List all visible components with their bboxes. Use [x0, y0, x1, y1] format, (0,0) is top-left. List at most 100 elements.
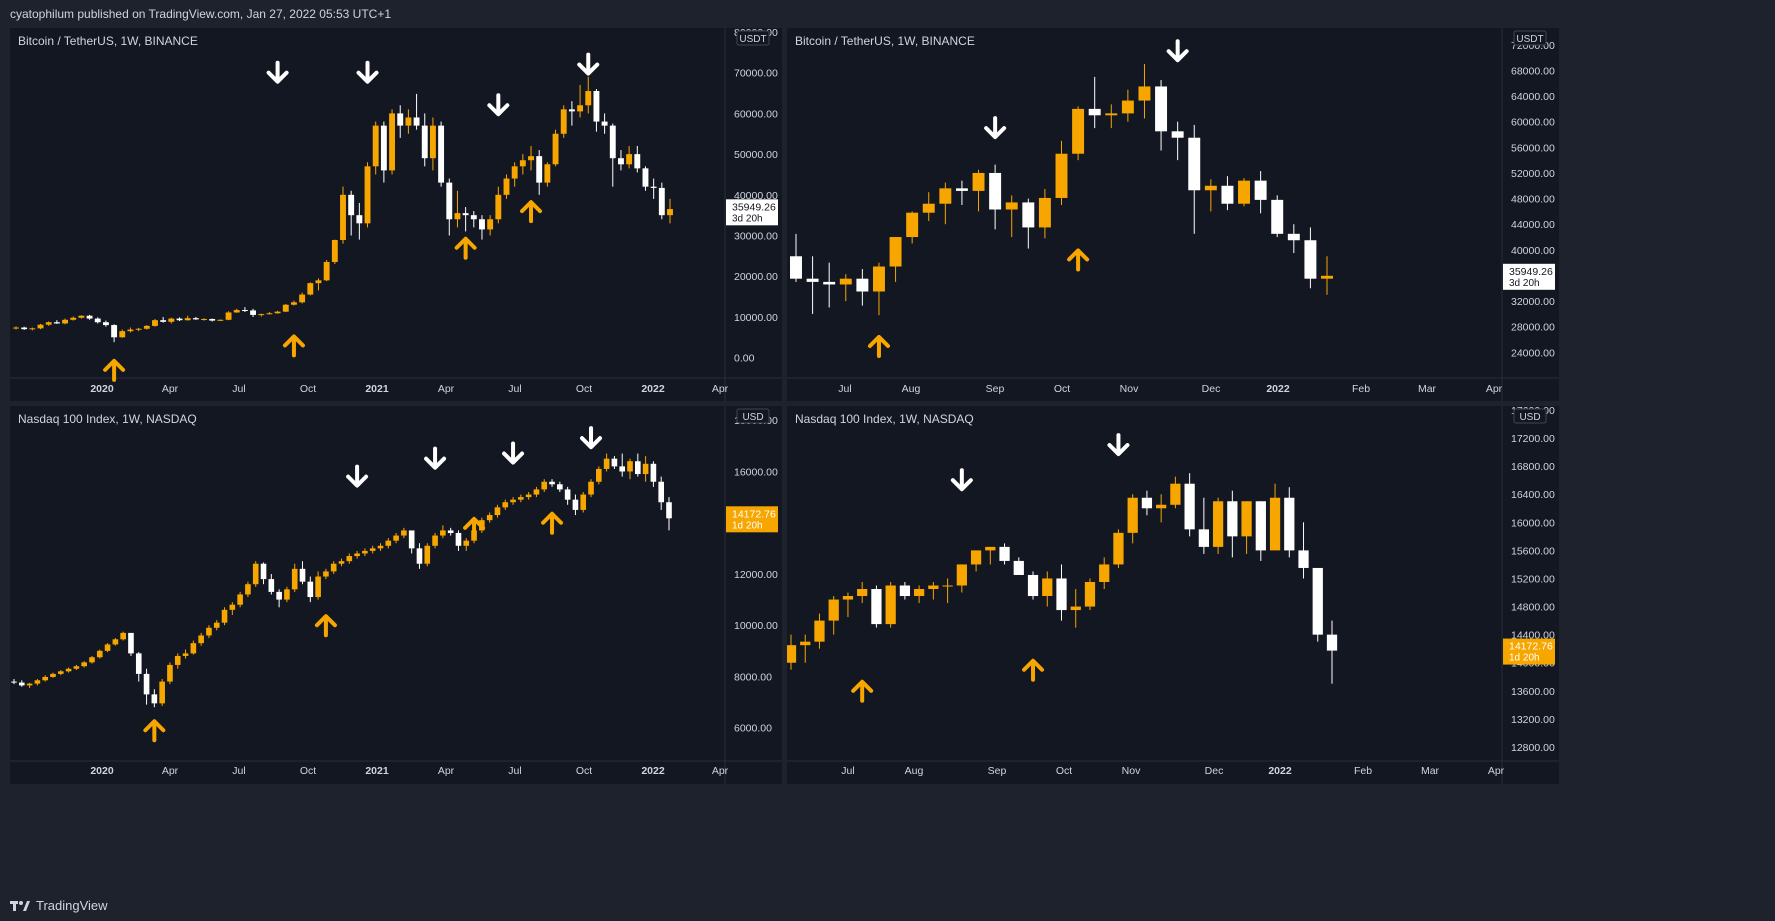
candle-body	[377, 545, 384, 549]
candle-body	[94, 318, 101, 323]
tradingview-footer[interactable]: TradingView	[0, 891, 1775, 921]
y-tick-label: 50000.00	[734, 149, 778, 161]
candle-body	[856, 278, 869, 292]
arrow-down-icon	[984, 116, 1007, 140]
x-tick-label: Jul	[508, 383, 521, 395]
candle-body	[1005, 202, 1018, 210]
candle-body	[1038, 197, 1051, 228]
chart-panel-ndx-weekly[interactable]: 18000.0016000.0014000.0012000.0010000.00…	[10, 406, 782, 784]
y-tick-label: 14800.00	[1511, 602, 1555, 614]
candle-body	[889, 237, 902, 267]
arrow-head	[867, 334, 890, 348]
y-tick-label: 32000.00	[1511, 296, 1555, 308]
chart-canvas[interactable]: 72000.0068000.0064000.0060000.0056000.00…	[787, 28, 1559, 401]
candle-body	[331, 240, 338, 262]
candle-body	[151, 694, 158, 704]
candle-body	[21, 327, 28, 330]
last-price-label: 14172.76	[1509, 641, 1553, 653]
candle-body	[666, 502, 672, 519]
candle-body	[1255, 501, 1266, 551]
currency-badge	[1513, 30, 1547, 46]
candle-body	[787, 645, 797, 663]
arrow-head	[1107, 443, 1130, 457]
candle-body	[455, 532, 462, 546]
candle-body	[519, 160, 526, 167]
candle-body	[914, 589, 925, 597]
x-tick-label: Jul	[841, 765, 854, 777]
arrow-head	[577, 62, 600, 76]
chart-title: Bitcoin / TetherUS, 1W, BINANCE	[18, 34, 198, 48]
x-tick-label: Apr	[438, 765, 455, 777]
arrow-head	[454, 236, 477, 250]
y-tick-label: 8000.00	[734, 671, 772, 683]
candle-body	[667, 209, 673, 216]
currency-badge	[1513, 408, 1547, 424]
candle-body	[511, 166, 518, 179]
arrow-down-icon	[424, 446, 447, 470]
arrow-head	[463, 516, 486, 530]
candle-body	[416, 548, 423, 564]
candle-body	[814, 620, 825, 642]
candle-body	[658, 481, 665, 503]
candle-body	[544, 164, 551, 183]
candle-body	[1138, 86, 1151, 101]
candle-body	[627, 461, 633, 472]
candle-body	[658, 187, 665, 216]
candle-body	[34, 680, 41, 684]
chart-canvas[interactable]: 17600.0017200.0016800.0016400.0016000.00…	[787, 406, 1559, 784]
x-tick-label: Feb	[1354, 765, 1372, 777]
candle-body	[572, 499, 579, 510]
last-price-badge	[1503, 638, 1555, 665]
candle-body	[299, 568, 306, 582]
y-tick-label: 24000.00	[1511, 347, 1555, 359]
candle-body	[1141, 497, 1153, 509]
x-tick-label: Nov	[1120, 383, 1139, 395]
y-tick-label: 15600.00	[1511, 545, 1555, 557]
x-tick-label: Oct	[300, 765, 316, 777]
bar-countdown-label: 1d 20h	[1509, 653, 1540, 664]
arrow-up-icon	[851, 679, 874, 703]
y-tick-label: 30000.00	[734, 231, 778, 243]
candle-body	[65, 668, 72, 672]
candle-body	[446, 182, 453, 220]
x-tick-label: Apr	[712, 765, 729, 777]
candle-body	[143, 673, 150, 695]
arrow-up-icon	[541, 511, 564, 535]
candle-body	[635, 461, 641, 475]
chart-canvas[interactable]: 80000.0070000.0060000.0050000.0040000.00…	[10, 28, 782, 401]
candle-body	[86, 315, 93, 319]
candle-body	[536, 156, 543, 183]
candle-body	[393, 535, 399, 541]
candle-body	[1221, 185, 1234, 204]
x-tick-label: 2022	[1266, 383, 1290, 395]
candle-body	[405, 117, 412, 126]
last-price-badge	[1503, 263, 1555, 290]
y-tick-label: 20000.00	[734, 271, 778, 283]
candle-body	[135, 328, 142, 330]
candle-body	[372, 125, 379, 167]
candle-body	[972, 172, 985, 191]
chart-panel-btc-weekly[interactable]: 80000.0070000.0060000.0050000.0040000.00…	[10, 28, 782, 401]
candle-body	[956, 564, 967, 586]
candle-body	[650, 186, 657, 188]
chart-panel-ndx-zoom[interactable]: 17600.0017200.0016800.0016400.0016000.00…	[787, 406, 1559, 784]
candle-body	[1156, 504, 1167, 509]
chart-panel-btc-zoom[interactable]: 72000.00 68000.00 64000.00 60000.00 56000.00…	[787, 28, 1559, 401]
candle-body	[1170, 483, 1181, 505]
arrow-head	[314, 614, 337, 628]
candle-body	[323, 261, 330, 281]
candle-body	[348, 194, 355, 216]
chart-canvas[interactable]: 18000.0016000.0014000.0012000.0010000.00…	[10, 406, 782, 784]
candle-body	[642, 168, 649, 187]
candle-body	[1121, 100, 1134, 114]
candle-body	[174, 655, 181, 665]
candle-body	[274, 311, 281, 314]
candle-body	[268, 579, 275, 592]
candle-body	[601, 121, 608, 126]
arrow-head	[1067, 248, 1090, 262]
candle-body	[413, 117, 420, 126]
currency-badge	[736, 30, 770, 46]
candle-body	[120, 632, 126, 640]
candle-body	[495, 194, 502, 220]
arrow-up-icon	[314, 614, 337, 638]
